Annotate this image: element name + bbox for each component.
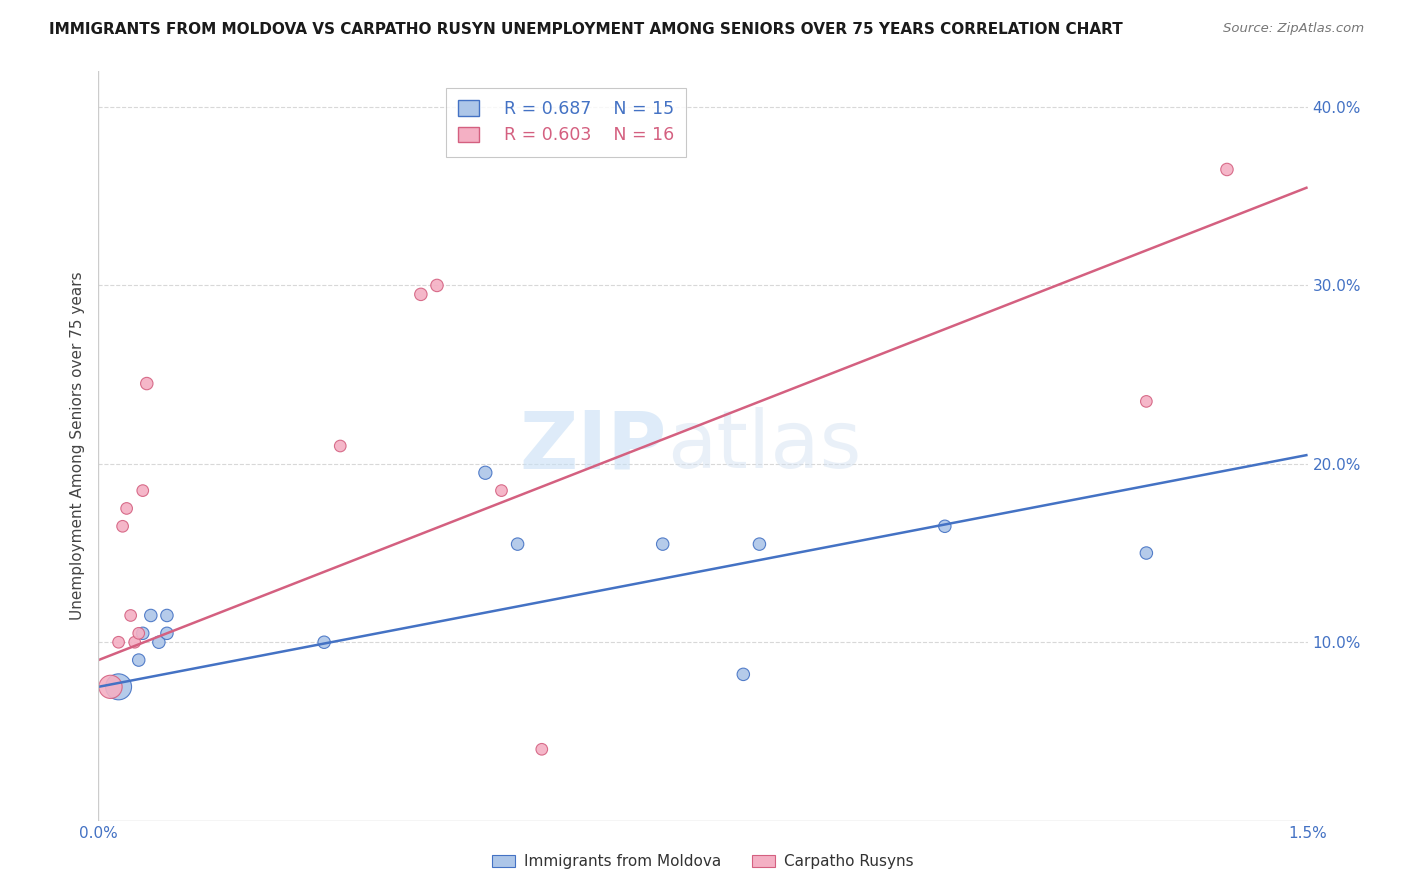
Point — [733, 667, 755, 681]
Point — [135, 376, 157, 391]
Point — [1135, 394, 1157, 409]
Point — [124, 635, 146, 649]
Point — [139, 608, 162, 623]
Point — [128, 653, 150, 667]
Point — [934, 519, 956, 533]
Point — [115, 501, 138, 516]
Point — [426, 278, 449, 293]
Text: Source: ZipAtlas.com: Source: ZipAtlas.com — [1223, 22, 1364, 36]
Point — [409, 287, 432, 301]
Point — [120, 608, 142, 623]
Point — [107, 635, 129, 649]
Point — [148, 635, 170, 649]
Point — [156, 608, 179, 623]
Point — [491, 483, 513, 498]
Point — [1216, 162, 1239, 177]
Point — [506, 537, 529, 551]
Point — [111, 519, 134, 533]
Point — [107, 680, 129, 694]
Point — [314, 635, 336, 649]
Point — [651, 537, 673, 551]
Point — [329, 439, 352, 453]
Text: ZIP: ZIP — [519, 407, 666, 485]
Point — [1135, 546, 1157, 560]
Point — [474, 466, 496, 480]
Point — [156, 626, 179, 640]
Point — [132, 626, 155, 640]
Point — [748, 537, 770, 551]
Legend: Immigrants from Moldova, Carpatho Rusyns: Immigrants from Moldova, Carpatho Rusyns — [486, 848, 920, 875]
Text: atlas: atlas — [666, 407, 860, 485]
Y-axis label: Unemployment Among Seniors over 75 years: Unemployment Among Seniors over 75 years — [69, 272, 84, 620]
Point — [530, 742, 553, 756]
Point — [128, 626, 150, 640]
Legend:   R = 0.687    N = 15,   R = 0.603    N = 16: R = 0.687 N = 15, R = 0.603 N = 16 — [446, 87, 686, 156]
Point — [100, 680, 122, 694]
Point — [132, 483, 155, 498]
Text: IMMIGRANTS FROM MOLDOVA VS CARPATHO RUSYN UNEMPLOYMENT AMONG SENIORS OVER 75 YEA: IMMIGRANTS FROM MOLDOVA VS CARPATHO RUSY… — [49, 22, 1123, 37]
